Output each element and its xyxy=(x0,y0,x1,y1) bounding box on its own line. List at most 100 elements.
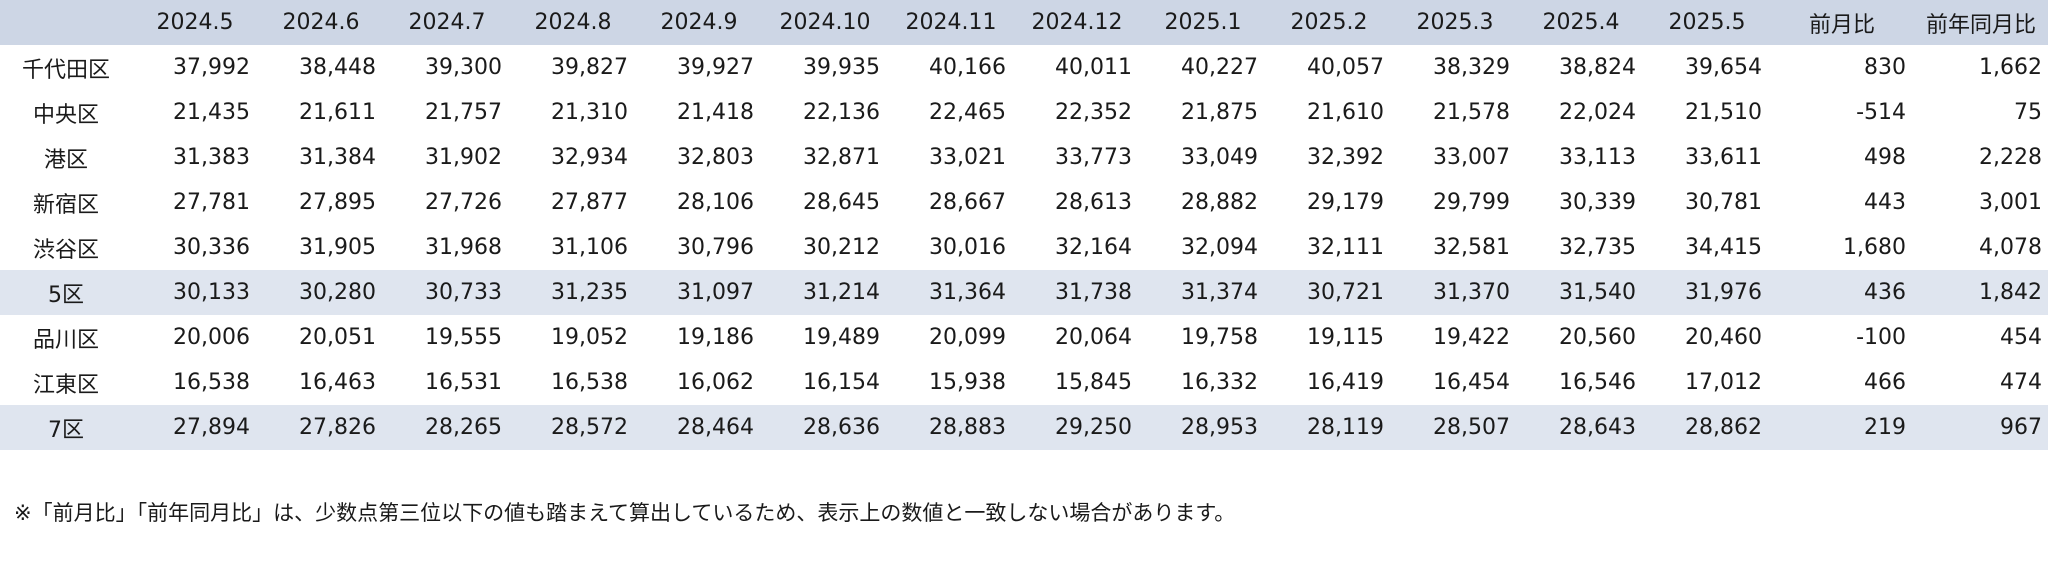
table-cell: 39,935 xyxy=(803,55,880,80)
table-cell: 17,012 xyxy=(1685,370,1762,395)
table-cell: 31,968 xyxy=(425,235,502,260)
table-cell: 28,645 xyxy=(803,190,880,215)
row-label: 品川区 xyxy=(32,327,99,353)
table-cell: 28,613 xyxy=(1055,190,1132,215)
table-row: 渋谷区 30,336 31,905 31,968 31,106 30,796 30,212 3… xyxy=(0,225,2048,270)
table-cell: 30,733 xyxy=(425,280,502,305)
table-cell: 1,680 xyxy=(1843,235,1906,260)
table-cell: 33,021 xyxy=(929,145,1006,170)
table-cell: 19,052 xyxy=(551,325,628,350)
table-cell: 21,611 xyxy=(299,100,376,125)
row-label: 5区 xyxy=(48,282,84,308)
table-cell: 22,024 xyxy=(1559,100,1636,125)
table-cell: 19,422 xyxy=(1433,325,1510,350)
table-cell: 219 xyxy=(1864,415,1906,440)
table-cell: 16,062 xyxy=(677,370,754,395)
row-label: 渋谷区 xyxy=(32,237,99,263)
table-cell: 31,738 xyxy=(1055,280,1132,305)
table-cell: 31,540 xyxy=(1559,280,1636,305)
table-cell: 31,235 xyxy=(551,280,628,305)
column-header: 2025.5 xyxy=(1668,10,1746,35)
table-cell: 830 xyxy=(1864,55,1906,80)
column-header: 2024.10 xyxy=(779,10,871,35)
table-cell: 16,531 xyxy=(425,370,502,395)
table-cell: 22,352 xyxy=(1055,100,1132,125)
table-cell: 967 xyxy=(2000,415,2042,440)
column-header: 2025.3 xyxy=(1416,10,1494,35)
table-cell: 15,938 xyxy=(929,370,1006,395)
table-cell: 31,106 xyxy=(551,235,628,260)
table-cell: 40,166 xyxy=(929,55,1006,80)
table-cell: 33,773 xyxy=(1055,145,1132,170)
table-cell: 30,721 xyxy=(1307,280,1384,305)
table-row: 中央区 21,435 21,611 21,757 21,310 21,418 22,136 2… xyxy=(0,90,2048,135)
table-cell: 21,310 xyxy=(551,100,628,125)
table-cell: 466 xyxy=(1864,370,1906,395)
table-cell: 27,895 xyxy=(299,190,376,215)
table-cell: 19,115 xyxy=(1307,325,1384,350)
table-cell: 38,448 xyxy=(299,55,376,80)
table-cell: 2,228 xyxy=(1979,145,2042,170)
header-corner-cell xyxy=(0,0,132,45)
table-cell: 29,250 xyxy=(1055,415,1132,440)
row-label: 中央区 xyxy=(32,102,99,128)
table-cell: 454 xyxy=(2000,325,2042,350)
table-cell: 31,374 xyxy=(1181,280,1258,305)
table-cell: 33,611 xyxy=(1685,145,1762,170)
table-cell: 1,842 xyxy=(1979,280,2042,305)
table-cell: 27,877 xyxy=(551,190,628,215)
table-cell: 474 xyxy=(2000,370,2042,395)
column-header: 2025.2 xyxy=(1290,10,1368,35)
table-cell: 28,119 xyxy=(1307,415,1384,440)
table-header-row: 2024.5 2024.6 2024.7 2024.8 2024.9 2024.10 202… xyxy=(0,0,2048,45)
table-cell: 31,097 xyxy=(677,280,754,305)
table-cell: 31,976 xyxy=(1685,280,1762,305)
table-cell: 21,757 xyxy=(425,100,502,125)
table-cell: 16,546 xyxy=(1559,370,1636,395)
table-cell: 30,796 xyxy=(677,235,754,260)
column-header: 2024.11 xyxy=(905,10,997,35)
table-cell: 39,300 xyxy=(425,55,502,80)
row-label: 千代田区 xyxy=(21,57,110,83)
table-body: 千代田区 37,992 38,448 39,300 39,827 39,927 39,935… xyxy=(0,45,2048,450)
table-cell: 30,016 xyxy=(929,235,1006,260)
table-cell: 20,051 xyxy=(299,325,376,350)
table-cell: 4,078 xyxy=(1979,235,2042,260)
table-cell: 28,643 xyxy=(1559,415,1636,440)
table-cell: 19,555 xyxy=(425,325,502,350)
table-cell: 75 xyxy=(2014,100,2042,125)
table-row: 品川区 20,006 20,051 19,555 19,052 19,186 19,489 2… xyxy=(0,315,2048,360)
table-cell: 39,654 xyxy=(1685,55,1762,80)
table-cell: -100 xyxy=(1856,325,1906,350)
table-cell: 27,894 xyxy=(173,415,250,440)
table-cell: 40,011 xyxy=(1055,55,1132,80)
table-row: 5区 30,133 30,280 30,733 31,235 31,097 31,214 31… xyxy=(0,270,2048,315)
table-cell: 19,758 xyxy=(1181,325,1258,350)
table-cell: 21,875 xyxy=(1181,100,1258,125)
table-cell: 37,992 xyxy=(173,55,250,80)
table-cell: 28,507 xyxy=(1433,415,1510,440)
column-header: 前月比 xyxy=(1808,12,1875,38)
table-cell: 21,418 xyxy=(677,100,754,125)
table-cell: 27,781 xyxy=(173,190,250,215)
table-cell: 28,265 xyxy=(425,415,502,440)
column-header: 2024.9 xyxy=(660,10,738,35)
table-cell: 39,827 xyxy=(551,55,628,80)
table-cell: 16,538 xyxy=(551,370,628,395)
table-row: 江東区 16,538 16,463 16,531 16,538 16,062 16,154 1… xyxy=(0,360,2048,405)
table-row: 7区 27,894 27,826 28,265 28,572 28,464 28,636 28… xyxy=(0,405,2048,450)
table-cell: 28,883 xyxy=(929,415,1006,440)
table-cell: 22,465 xyxy=(929,100,1006,125)
table-cell: 19,489 xyxy=(803,325,880,350)
data-table: 2024.5 2024.6 2024.7 2024.8 2024.9 2024.10 202… xyxy=(0,0,2048,450)
table-cell: 28,882 xyxy=(1181,190,1258,215)
table-cell: 15,845 xyxy=(1055,370,1132,395)
table-cell: 30,339 xyxy=(1559,190,1636,215)
table-cell: 21,610 xyxy=(1307,100,1384,125)
table-cell: 436 xyxy=(1864,280,1906,305)
table-cell: 28,862 xyxy=(1685,415,1762,440)
table-cell: 28,106 xyxy=(677,190,754,215)
table-row: 港区 31,383 31,384 31,902 32,934 32,803 32,871 33… xyxy=(0,135,2048,180)
table-cell: 32,871 xyxy=(803,145,880,170)
